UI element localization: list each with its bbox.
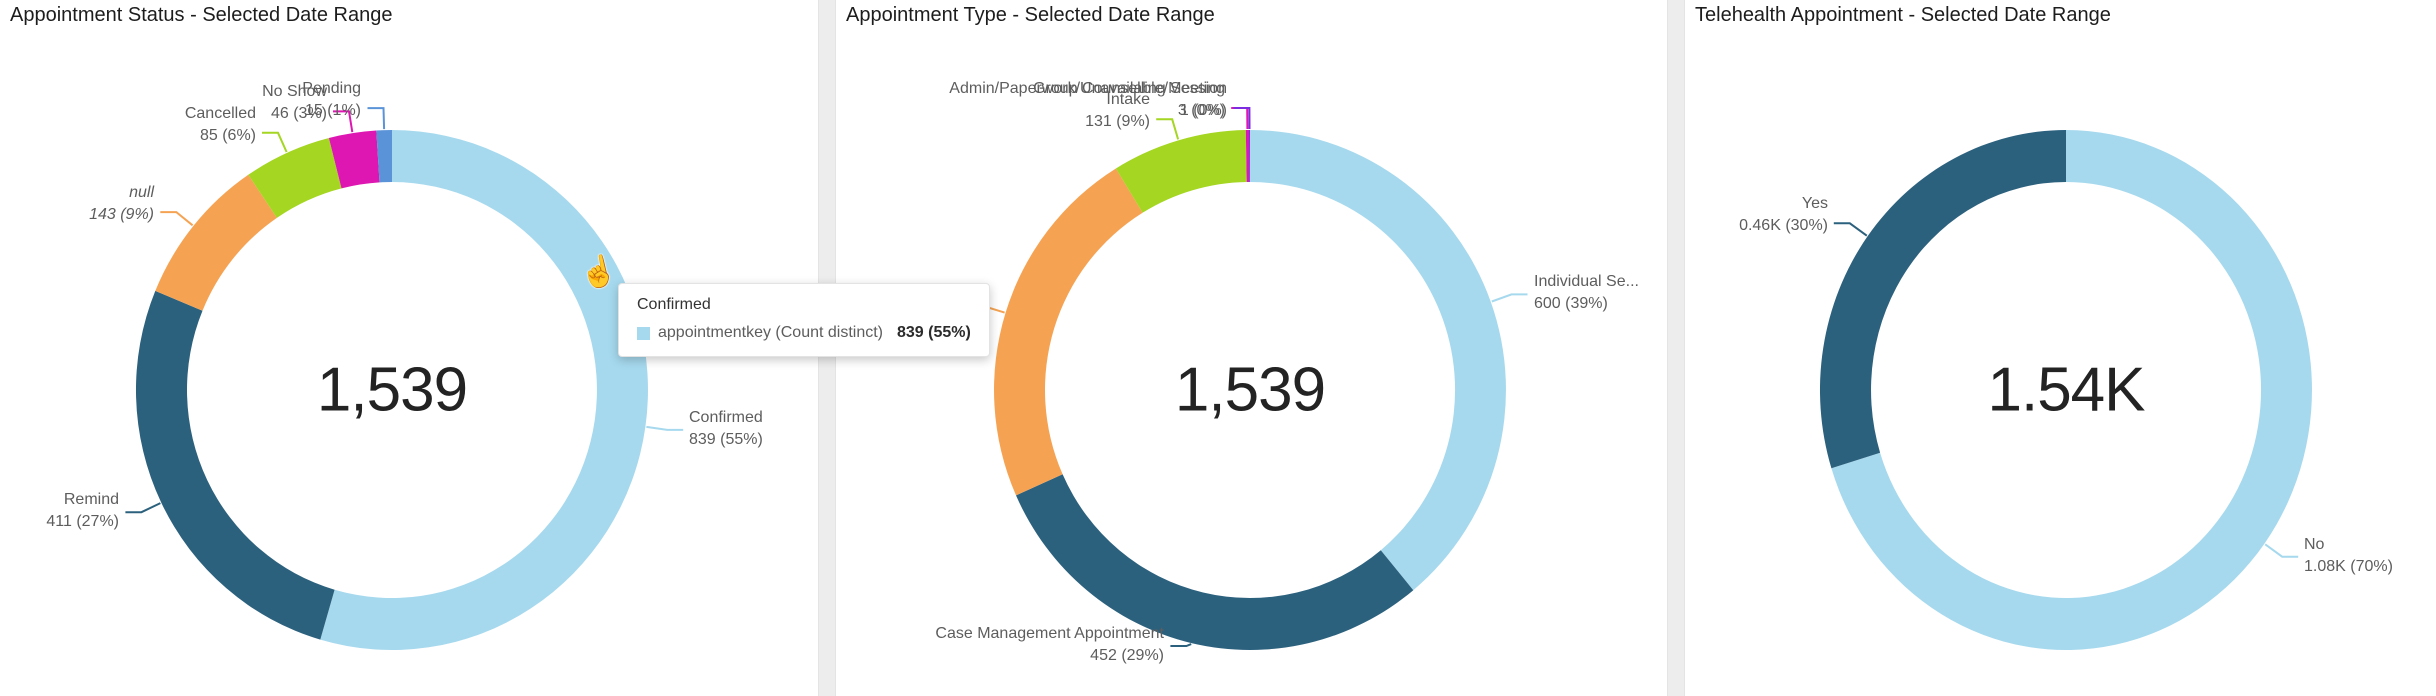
leader-line (1156, 118, 1180, 140)
donut-center-value: 1,539 (1174, 355, 1326, 425)
leader-line (367, 107, 386, 130)
slice-label: Remind 411 (27%) (46, 491, 119, 530)
slice-label: No 1.08K (70%) (2304, 536, 2393, 575)
tooltip-series-swatch (637, 326, 650, 340)
donut-slice-cancelled[interactable] (248, 138, 342, 218)
donut-slice-admin-paperwork-unavailable-meeting[interactable] (1245, 129, 1250, 182)
slice-label: Confirmed 839 (55%) (689, 409, 763, 448)
panel-appointment-type: Appointment Type - Selected Date Range I… (836, 0, 1667, 696)
chart-title: Telehealth Appointment - Selected Date R… (1695, 4, 2111, 26)
donut-slice-group-counselling-session[interactable] (1249, 129, 1250, 182)
leader-line (2264, 543, 2299, 558)
slice-label: No Show 46 (3%) (262, 83, 327, 122)
slice-label: null 143 (9%) (89, 184, 154, 223)
donut-slice-individual-se-[interactable] (1250, 130, 1506, 591)
donut-slice-intake[interactable] (1115, 130, 1247, 213)
slice-label: Cancelled 85 (6%) (184, 105, 256, 144)
donut-slice-hidden[interactable] (994, 168, 1143, 496)
tooltip-value: 839 (55%) (897, 324, 971, 341)
slice-label: Individual Se... 600 (39%) (1534, 273, 1639, 312)
chart-tooltip: Confirmed appointmentkey (Count distinct… (618, 283, 990, 357)
slice-label: Intake 131 (9%) (1085, 91, 1150, 130)
tooltip-title: Confirmed (637, 296, 711, 313)
donut-slice-remind[interactable] (135, 290, 335, 640)
leader-line (160, 211, 194, 227)
slice-label: Case Management Appointment 452 (29%) (935, 625, 1164, 664)
donut-chart (1819, 130, 2312, 650)
donut-slice-yes[interactable] (1819, 130, 2066, 469)
donut-slice-pending[interactable] (376, 130, 392, 183)
slice-label: Group Counselling Session 1 (0%) (1033, 80, 1227, 119)
donut-slice-no-show[interactable] (328, 130, 380, 189)
donut-chart (968, 107, 1528, 650)
slice-label: Pending 15 (1%) (302, 80, 361, 119)
slice-label: Admin/Paperwork/Unavailable/Meeting 3 (0%… (949, 80, 1225, 119)
donut-slice-confirmed[interactable] (320, 130, 648, 650)
donut-slice-null[interactable] (155, 174, 277, 311)
chart-title: Appointment Status - Selected Date Range (10, 4, 393, 26)
donut-center-value: 1.54K (1987, 355, 2145, 425)
donut-slice-case-management-appointment[interactable] (1016, 474, 1414, 650)
leader-line (1170, 643, 1192, 647)
leader-line (1231, 107, 1249, 130)
leader-line (262, 131, 288, 153)
donut-chart (125, 107, 684, 650)
leader-line (1833, 222, 1868, 237)
panel-telehealth-appointment: Telehealth Appointment - Selected Date R… (1685, 0, 2436, 696)
leader-line (646, 425, 684, 431)
leader-line (1491, 293, 1528, 303)
leader-line (1233, 107, 1251, 130)
donut-center-value: 1,539 (316, 355, 468, 425)
leader-line (333, 110, 354, 133)
tooltip-series-label: appointmentkey (Count distinct) (658, 324, 883, 341)
chart-title: Appointment Type - Selected Date Range (846, 4, 1215, 26)
slice-label: Yes 0.46K (30%) (1739, 195, 1828, 234)
leader-line (125, 502, 161, 514)
